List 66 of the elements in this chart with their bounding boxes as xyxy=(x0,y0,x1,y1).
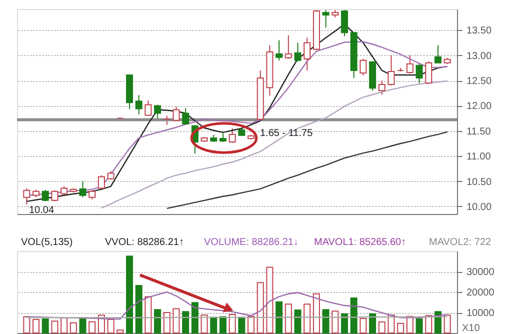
y-tick-label: 10.50 xyxy=(466,176,492,188)
bar xyxy=(182,311,190,334)
candlestick xyxy=(360,58,367,76)
line-series xyxy=(166,131,448,210)
candlestick xyxy=(341,10,348,37)
candlestick xyxy=(416,62,423,84)
text: MAVOL1: 85265.60↑ xyxy=(314,237,406,248)
annotation: 10.04 xyxy=(29,205,54,216)
candlestick xyxy=(154,104,162,120)
bar xyxy=(219,316,226,334)
bar xyxy=(276,301,283,334)
annotation: 1.65 - 11.75 xyxy=(260,128,314,139)
y-tick-label: 13.00 xyxy=(466,50,492,62)
candlestick xyxy=(304,37,311,71)
bar xyxy=(210,316,218,334)
candlestick xyxy=(135,94,142,115)
bar xyxy=(154,309,162,334)
y-tick-label: 11.50 xyxy=(466,126,492,138)
candlestick xyxy=(434,44,442,64)
candlestick xyxy=(425,60,432,85)
candlestick xyxy=(163,115,170,126)
bar xyxy=(341,313,348,334)
candlestick xyxy=(98,174,105,190)
text: VOLUME: 88286.21↓ xyxy=(204,237,298,248)
candlestick xyxy=(182,108,190,126)
text: MAVOL2: 722 xyxy=(429,237,492,248)
candlestick xyxy=(144,100,152,116)
candlestick xyxy=(51,190,58,202)
candlestick xyxy=(406,54,414,74)
y-tick-label: 12.50 xyxy=(466,76,492,88)
candlestick xyxy=(60,186,68,196)
bar xyxy=(238,316,246,334)
y-tick-label: 30000 xyxy=(466,267,495,278)
y-tick-label: 10.00 xyxy=(466,202,492,213)
line-series xyxy=(100,80,448,209)
line-series xyxy=(26,291,448,320)
candlestick xyxy=(388,54,395,86)
candlestick xyxy=(284,34,292,60)
candlestick xyxy=(378,80,386,96)
candlestick xyxy=(228,128,236,144)
candlestick xyxy=(276,40,283,61)
bar xyxy=(322,309,330,334)
candlestick xyxy=(23,188,30,205)
bar xyxy=(294,310,302,334)
y-tick-label: 10000 xyxy=(466,308,495,319)
y-tick-label: 13.50 xyxy=(466,26,492,37)
y-tick-label: 20000 xyxy=(466,288,495,298)
candlestick xyxy=(172,106,180,122)
bar xyxy=(416,318,423,334)
text: X10 xyxy=(462,323,480,334)
bar xyxy=(126,256,133,334)
candlestick xyxy=(79,180,86,198)
bar xyxy=(369,313,376,334)
bar xyxy=(350,297,358,334)
candlestick xyxy=(88,190,96,200)
bar xyxy=(135,284,142,334)
candlestick xyxy=(294,42,302,62)
text: VOL(5,135) xyxy=(21,237,73,248)
bar xyxy=(79,318,86,334)
y-tick-label: 11.00 xyxy=(466,152,492,163)
bar xyxy=(42,318,49,334)
candlestick xyxy=(322,10,330,28)
text: VVOL: 88286.21↑ xyxy=(105,237,184,248)
bar xyxy=(191,302,198,334)
candlestick xyxy=(42,189,49,202)
y-tick-label: 12.00 xyxy=(466,101,492,112)
